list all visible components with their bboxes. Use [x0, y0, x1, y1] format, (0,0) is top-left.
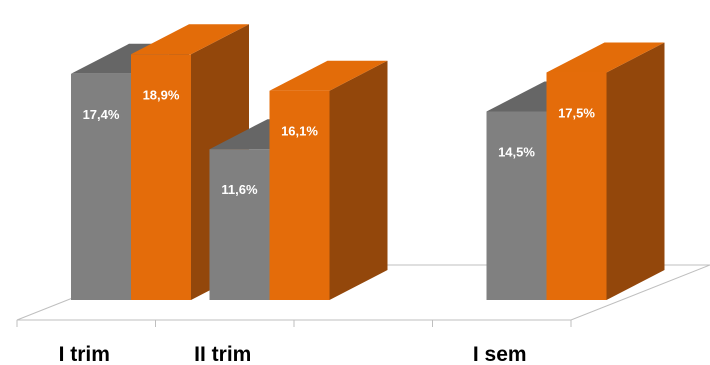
bar	[486, 111, 547, 300]
data-label: 14,5%	[498, 145, 535, 160]
data-label: 17,4%	[83, 107, 120, 122]
bar-top-face	[269, 60, 388, 91]
data-label: 17,5%	[558, 106, 595, 121]
category-label: II trim	[194, 343, 251, 365]
bar-top-face	[546, 42, 665, 73]
bar	[546, 72, 607, 300]
data-label: 16,1%	[281, 124, 318, 139]
data-label: 11,6%	[221, 182, 258, 197]
category-label: I trim	[59, 343, 110, 365]
chart-category-labels: I trim II trim I sem	[59, 343, 527, 365]
bar	[209, 149, 270, 300]
bar-top-face	[131, 24, 249, 55]
chart-data-labels: 17,4% 18,9% 11,6% 16,1% 14,5% 17,5%	[83, 87, 596, 197]
bar	[71, 73, 131, 300]
data-label: 18,9%	[143, 87, 180, 102]
bar	[269, 90, 330, 300]
category-label: I sem	[473, 343, 527, 365]
chart-bars	[71, 24, 665, 301]
bar-side-face	[606, 42, 665, 300]
bar-side-face	[329, 60, 388, 301]
bar	[131, 54, 191, 300]
